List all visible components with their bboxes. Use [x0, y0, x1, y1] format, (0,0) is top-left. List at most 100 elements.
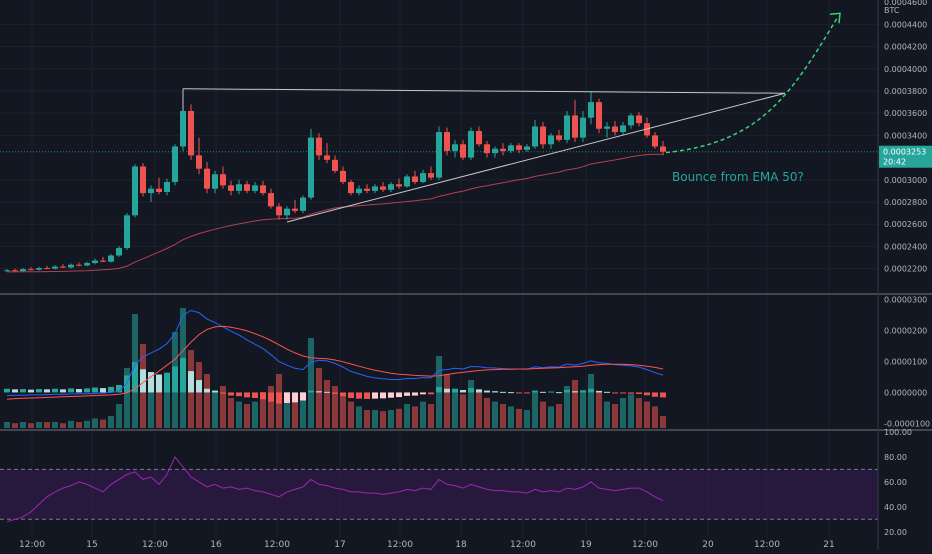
candle-body[interactable] [596, 102, 602, 129]
candle-body[interactable] [180, 110, 186, 147]
candle-body[interactable] [468, 130, 474, 158]
candle-body[interactable] [68, 264, 74, 268]
candle-body[interactable] [308, 137, 314, 198]
candle-body[interactable] [324, 155, 330, 160]
candle-body[interactable] [580, 117, 586, 138]
candle-body[interactable] [516, 145, 522, 150]
volume-bar [4, 422, 10, 428]
candle-body[interactable] [604, 126, 610, 129]
candle-body[interactable] [300, 197, 306, 211]
candle-body[interactable] [260, 185, 266, 194]
candle-body[interactable] [76, 264, 82, 266]
support-trendline[interactable] [286, 92, 786, 223]
candle-body[interactable] [164, 182, 170, 193]
candle-body[interactable] [652, 135, 658, 147]
candle-body[interactable] [4, 270, 10, 272]
macd-hist-bar [292, 392, 298, 403]
current-price-tag[interactable] [879, 145, 932, 168]
candle-body[interactable] [108, 255, 114, 262]
candle-body[interactable] [12, 270, 18, 272]
projection-arrow[interactable] [665, 16, 839, 154]
candle-body[interactable] [620, 125, 626, 133]
candle-body[interactable] [532, 126, 538, 147]
candle-body[interactable] [404, 176, 410, 187]
candle-body[interactable] [116, 248, 122, 256]
candle-body[interactable] [252, 185, 258, 191]
candle-body[interactable] [132, 166, 138, 216]
candle-body[interactable] [236, 184, 242, 191]
drawings[interactable] [182, 12, 841, 223]
candle-body[interactable] [364, 188, 370, 191]
candle-body[interactable] [588, 102, 594, 118]
candle-body[interactable] [220, 174, 226, 186]
candle-body[interactable] [412, 176, 418, 183]
candle-body[interactable] [476, 130, 482, 145]
resistance-line[interactable] [182, 88, 786, 94]
macd-hist-bar [508, 392, 514, 394]
candle-body[interactable] [452, 144, 458, 151]
candle-body[interactable] [348, 182, 354, 194]
candle-body[interactable] [388, 184, 394, 190]
candle-body[interactable] [228, 185, 234, 191]
candle-body[interactable] [660, 146, 666, 152]
candle-body[interactable] [244, 184, 250, 191]
candle-body[interactable] [292, 208, 298, 211]
candle-body[interactable] [284, 208, 290, 216]
candle-body[interactable] [500, 148, 506, 151]
pane-separators[interactable] [0, 293, 932, 431]
candle-body[interactable] [492, 148, 498, 154]
candle-body[interactable] [28, 269, 34, 271]
candle-body[interactable] [84, 263, 90, 266]
candle-body[interactable] [340, 170, 346, 183]
candle-body[interactable] [196, 155, 202, 169]
candle-body[interactable] [332, 159, 338, 171]
candle-body[interactable] [372, 186, 378, 191]
candle-body[interactable] [420, 173, 426, 183]
candle-body[interactable] [204, 168, 210, 189]
candle-body[interactable] [20, 269, 26, 272]
candle-body[interactable] [508, 145, 514, 151]
time-axis-label: 17 [334, 540, 345, 550]
candle-body[interactable] [436, 132, 442, 178]
candle-body[interactable] [524, 146, 530, 150]
time-axis[interactable]: 12:00 15 12:00 16 12:00 17 12:00 18 12:00 19 12:00… [19, 540, 835, 550]
candlestick-series[interactable] [4, 88, 666, 272]
candle-body[interactable] [484, 144, 490, 154]
candle-body[interactable] [212, 174, 218, 189]
candle-body[interactable] [268, 193, 274, 207]
candle-body[interactable] [572, 115, 578, 138]
volume-bar [228, 398, 234, 428]
candle-body[interactable] [460, 144, 466, 158]
candle-body[interactable] [556, 135, 562, 140]
macd-hist-bar [276, 392, 282, 404]
candle-body[interactable] [36, 268, 42, 270]
candle-body[interactable] [548, 135, 554, 145]
candle-body[interactable] [140, 166, 146, 194]
candle-body[interactable] [52, 266, 58, 269]
candle-body[interactable] [380, 186, 386, 190]
candle-body[interactable] [188, 110, 194, 156]
candle-body[interactable] [60, 266, 66, 268]
macd-hist-bar [20, 389, 26, 393]
candle-body[interactable] [396, 184, 402, 187]
candle-body[interactable] [612, 126, 618, 133]
candle-body[interactable] [92, 260, 98, 264]
candle-body[interactable] [148, 188, 154, 194]
candle-body[interactable] [356, 188, 362, 194]
candle-body[interactable] [100, 260, 106, 262]
candle-body[interactable] [156, 188, 162, 193]
candle-body[interactable] [564, 115, 570, 140]
candle-body[interactable] [276, 206, 282, 216]
candle-body[interactable] [444, 132, 450, 151]
candle-body[interactable] [124, 215, 130, 249]
candle-body[interactable] [44, 268, 50, 270]
candle-body[interactable] [172, 146, 178, 183]
candle-body[interactable] [540, 126, 546, 145]
candle-body[interactable] [636, 115, 642, 124]
candle-body[interactable] [316, 137, 322, 156]
candle-body[interactable] [628, 115, 634, 126]
candle-body[interactable] [428, 173, 434, 178]
